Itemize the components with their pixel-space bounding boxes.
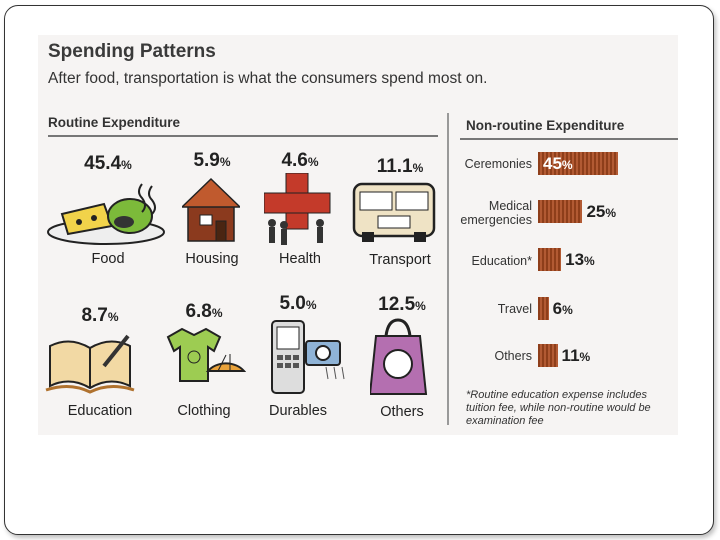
category-label: Others — [380, 404, 424, 420]
nonroutine-heading: Non-routine Expenditure — [466, 118, 625, 133]
nr-bar — [538, 344, 558, 367]
category-label: Health — [279, 251, 321, 267]
category-durables: 5.0% Durables — [243, 293, 353, 419]
page-subtitle: After food, transportation is what the c… — [48, 70, 488, 87]
nr-bar — [538, 297, 549, 320]
nr-value: 11% — [561, 346, 591, 365]
food-icon — [47, 183, 165, 245]
category-label: Housing — [185, 251, 239, 267]
bus-icon — [352, 182, 436, 242]
medical-cross-icon — [264, 173, 331, 245]
book-icon — [45, 334, 135, 394]
category-value: 6.8% — [185, 301, 223, 322]
category-value: 45.4% — [84, 153, 132, 174]
category-label: Durables — [268, 403, 328, 419]
footnote: *Routine education expense includes tuit… — [466, 389, 651, 427]
category-label: Transport — [369, 252, 431, 268]
category-label: Education — [67, 403, 133, 419]
nr-label-travel: Travel — [497, 302, 532, 316]
category-value: 4.6% — [281, 150, 319, 171]
nonroutine-divider — [460, 138, 678, 140]
nr-bar — [538, 248, 562, 271]
routine-heading: Routine Expenditure — [48, 115, 181, 130]
section-divider — [447, 113, 449, 425]
shirt-cap-icon — [166, 327, 246, 382]
nr-value: 25% — [586, 202, 617, 221]
nr-label-education: Education* — [471, 254, 532, 268]
house-icon — [182, 177, 240, 242]
category-others: 12.5% Others — [347, 294, 457, 420]
nr-value: 6% — [552, 299, 573, 318]
category-value: 8.7% — [81, 305, 119, 326]
category-value: 5.9% — [193, 150, 231, 171]
category-health: 4.6% Health — [245, 150, 355, 267]
category-value: 12.5% — [378, 294, 426, 315]
page-title: Spending Patterns — [48, 41, 216, 62]
category-label: Clothing — [177, 403, 231, 419]
category-value: 11.1% — [376, 156, 424, 177]
nr-value: 45% — [543, 154, 573, 173]
category-clothing: 6.8% Clothing — [149, 301, 259, 419]
category-label: Food — [91, 251, 125, 267]
category-housing: 5.9% Housing — [157, 150, 267, 267]
phone-camera-icon — [271, 320, 345, 394]
category-education: 8.7% Education — [45, 305, 155, 419]
category-value: 5.0% — [279, 293, 317, 314]
shopping-bag-icon — [370, 318, 428, 395]
category-food: 45.4% Food — [53, 153, 163, 267]
routine-divider — [48, 135, 438, 137]
nr-bar — [538, 152, 618, 175]
nr-label-others: Others — [494, 349, 532, 363]
nr-value: 13% — [565, 250, 595, 269]
nr-label-medical: Medical emergencies — [460, 199, 532, 227]
nr-bar — [538, 200, 583, 223]
nr-label-ceremonies: Ceremonies — [464, 157, 532, 171]
category-transport: 11.1% Transport — [345, 156, 455, 268]
